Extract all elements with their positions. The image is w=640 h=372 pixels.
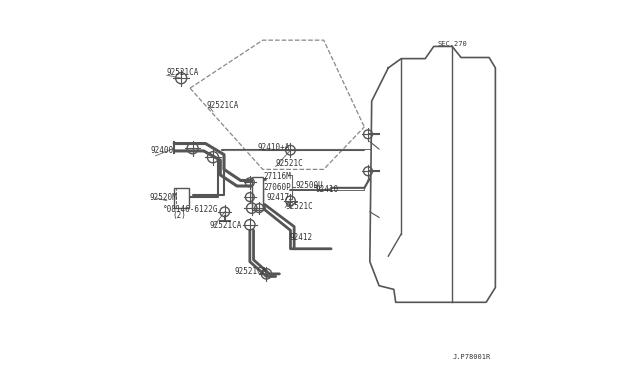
Text: 92500U: 92500U	[296, 182, 323, 190]
Bar	[174, 188, 189, 208]
Text: (2): (2)	[172, 211, 186, 220]
Text: 92410+A: 92410+A	[258, 144, 291, 153]
Text: SEC.270: SEC.270	[437, 41, 467, 47]
Text: 27060P: 27060P	[264, 183, 292, 192]
Text: 27116M: 27116M	[264, 172, 292, 181]
Text: °08146-6122G: °08146-6122G	[163, 205, 219, 214]
Text: J.P78001R: J.P78001R	[452, 353, 490, 360]
Text: 92400: 92400	[150, 146, 173, 155]
Text: 92521CA: 92521CA	[234, 267, 267, 276]
Text: 92521C: 92521C	[276, 159, 303, 169]
Text: 92521CA: 92521CA	[207, 101, 239, 110]
Text: 92410: 92410	[316, 185, 339, 194]
Bar	[252, 177, 263, 210]
Text: 92520M: 92520M	[149, 193, 177, 202]
Text: 92521CA: 92521CA	[166, 68, 198, 77]
Text: 92521CA: 92521CA	[209, 221, 242, 230]
Text: 92521C: 92521C	[285, 202, 313, 211]
Text: 92412: 92412	[289, 233, 312, 242]
Text: 92417: 92417	[266, 193, 289, 202]
